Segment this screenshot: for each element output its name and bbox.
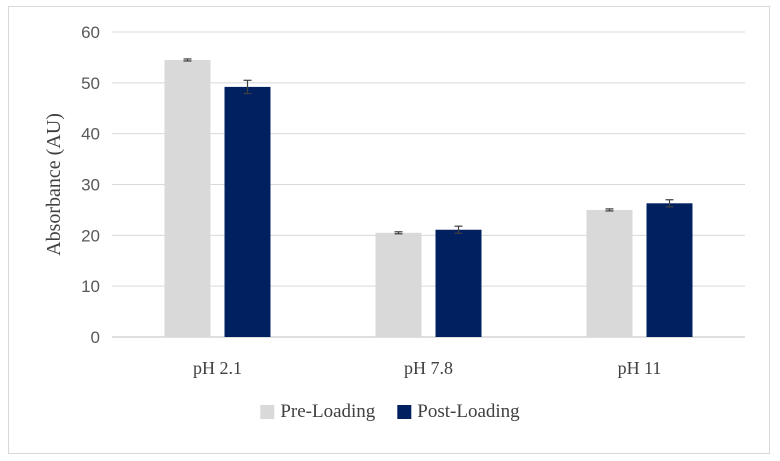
y-tick-label: 50 xyxy=(81,74,100,93)
bar-pre-loading-1 xyxy=(375,232,422,337)
gridlines xyxy=(112,31,745,338)
bar-post-loading-0 xyxy=(224,86,271,338)
legend-swatch-pre-loading xyxy=(260,405,275,419)
error-bar xyxy=(243,79,252,95)
bar-pre-loading-0 xyxy=(164,59,211,337)
error-bar xyxy=(665,199,674,208)
error-bar xyxy=(394,231,403,235)
x-category-label: pH 11 xyxy=(618,358,662,378)
y-tick-label: 20 xyxy=(81,226,100,245)
y-tick-label: 10 xyxy=(81,277,100,296)
error-bar xyxy=(454,225,463,234)
y-tick-label: 60 xyxy=(81,23,100,42)
legend-label-pre-loading: Pre-Loading xyxy=(280,401,375,422)
bars xyxy=(164,59,693,338)
chart-frame xyxy=(8,6,770,454)
y-axis-title: Absorbance (AU) xyxy=(43,113,65,256)
legend: Pre-Loading Post-Loading xyxy=(260,401,520,422)
y-axis-ticks: 0 10 20 30 40 50 60 xyxy=(81,23,100,347)
x-category-label: pH 2.1 xyxy=(193,358,242,378)
error-bar xyxy=(605,208,614,212)
y-tick-label: 30 xyxy=(81,176,100,195)
bar-post-loading-1 xyxy=(435,229,482,337)
bar-post-loading-2 xyxy=(646,203,693,337)
y-tick-label: 0 xyxy=(91,328,100,347)
legend-label-post-loading: Post-Loading xyxy=(417,401,520,422)
x-axis-categories: pH 2.1 pH 7.8 pH 11 xyxy=(193,358,661,378)
legend-swatch-post-loading xyxy=(397,405,412,419)
y-tick-label: 40 xyxy=(81,125,100,144)
bar-pre-loading-2 xyxy=(586,209,633,337)
error-bar xyxy=(183,58,192,62)
x-category-label: pH 7.8 xyxy=(404,358,453,378)
error-bars xyxy=(183,58,674,235)
